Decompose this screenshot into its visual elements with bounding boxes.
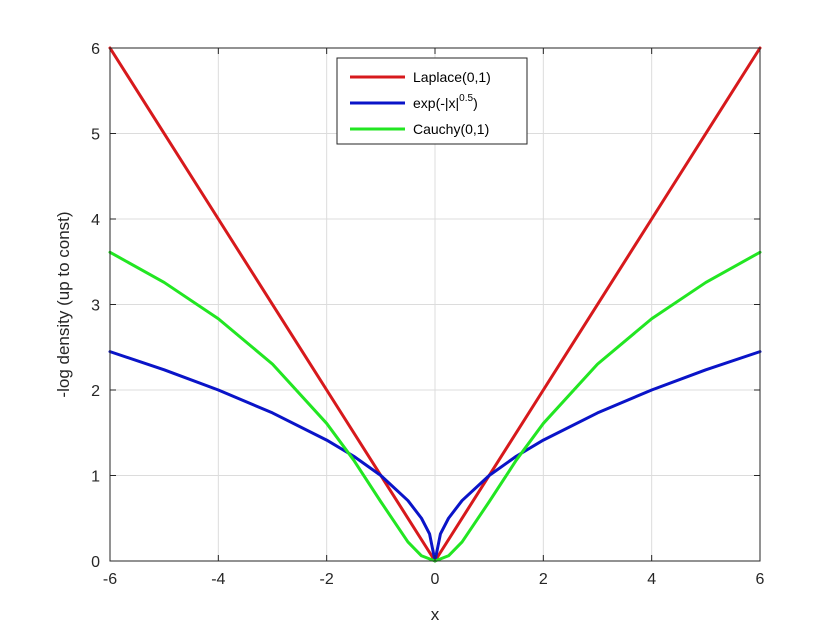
legend: Laplace(0,1) exp(-|x|0.5) Cauchy(0,1) [336,57,528,145]
legend-label-1: Laplace(0,1) [413,69,491,85]
ticks: -6 -4 -2 0 2 4 6 0 1 2 3 4 5 6 [91,41,764,588]
x-axis-label: x [431,605,440,624]
x-tick-label: 6 [756,571,765,588]
y-axis-label: -log density (up to const) [54,211,73,397]
legend-label-3: Cauchy(0,1) [413,121,489,137]
x-tick-label: 2 [539,571,548,588]
y-tick-label: 4 [91,212,100,229]
y-tick-label: 5 [91,127,100,144]
y-tick-label: 6 [91,41,100,58]
y-tick-label: 3 [91,298,100,315]
x-tick-label: 4 [647,571,656,588]
y-tick-label: 2 [91,383,100,400]
x-tick-label: 0 [431,571,440,588]
x-tick-label: -4 [211,571,225,588]
y-tick-label: 0 [91,554,100,571]
y-tick-label: 1 [91,469,100,486]
x-tick-label: -2 [320,571,334,588]
legend-label-2: exp(-|x|0.5) [413,93,478,111]
x-tick-label: -6 [103,571,117,588]
